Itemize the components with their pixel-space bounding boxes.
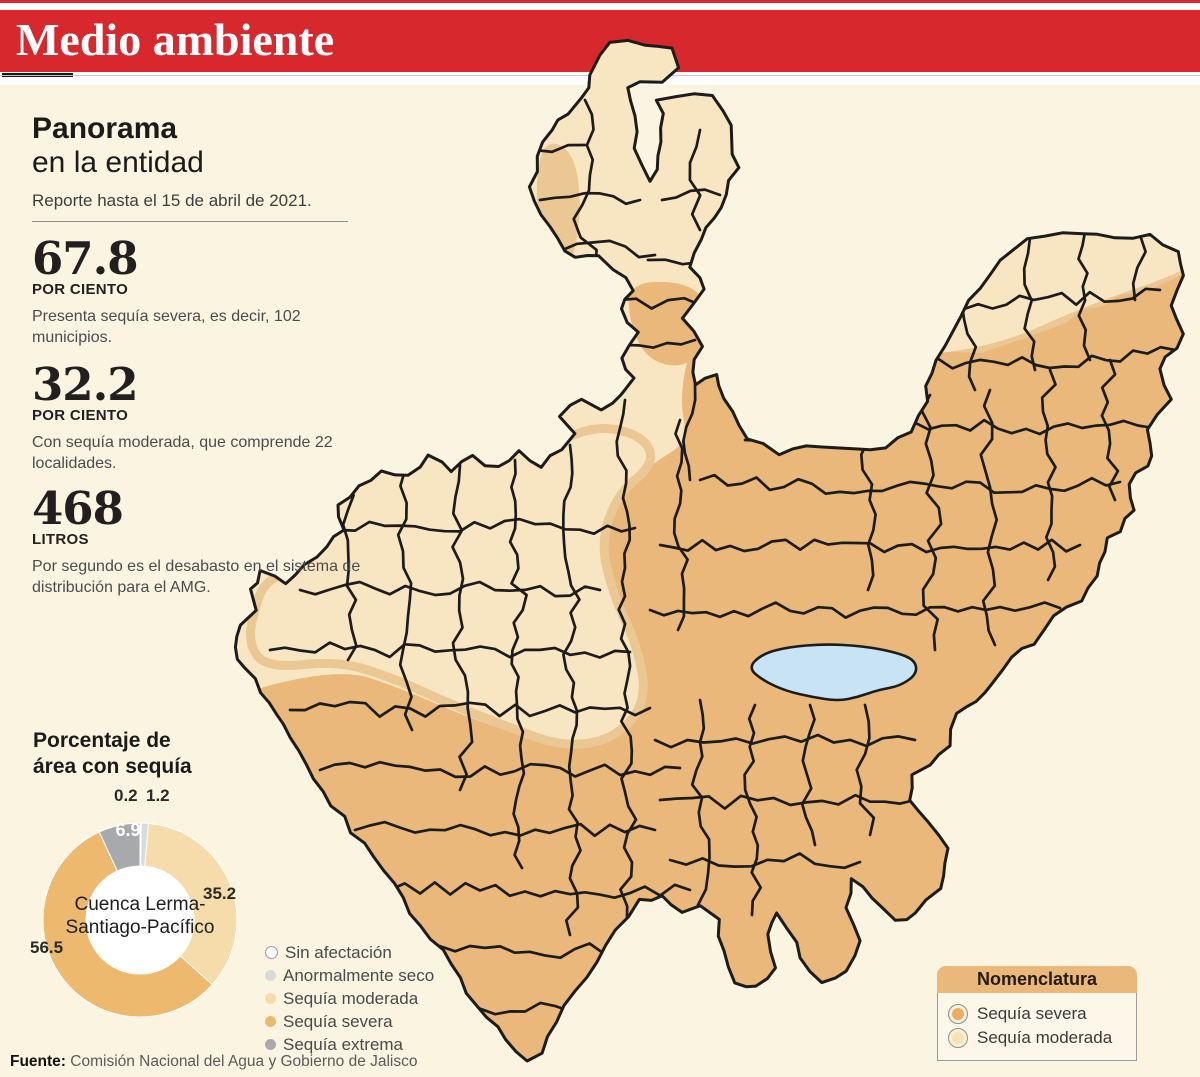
legend-label: Sequía moderada [283, 988, 419, 1008]
stat-desc: Presenta sequía severa, es decir, 102 mu… [32, 308, 301, 347]
slice-label-sin-afectacion: 0.2 [114, 786, 138, 805]
slice-label-extrema: 6.9 [115, 820, 141, 840]
legend-item: Sequía moderada [265, 987, 434, 1010]
map-legend-item-moderada: Sequía moderada [948, 1028, 1126, 1048]
legend-label: Sequía severa [283, 1011, 393, 1031]
stat-block-liters: 468 LITROS Por segundo es el desabasto e… [32, 486, 362, 599]
slice-label-severa: 56.5 [30, 938, 64, 957]
map-legend: Nomenclatura Sequía severa Sequía modera… [937, 966, 1137, 1061]
stat-value: 468 [32, 482, 124, 535]
stat-value: 67.8 [32, 232, 139, 285]
stat-unit: POR CIENTO [32, 281, 129, 298]
stat-value: 32.2 [32, 358, 139, 411]
source-credit: Fuente: Comisión Nacional del Agua y Gob… [10, 1053, 418, 1071]
legend-dot-icon [265, 1039, 276, 1050]
stat-block-severe: 67.8 POR CIENTO Presenta sequía severa, … [32, 236, 327, 349]
stat-desc: Por segundo es el desabasto en el sistem… [32, 558, 361, 597]
legend-label: Sin afectación [285, 942, 392, 962]
section-title: Medio ambiente [16, 14, 335, 65]
source-text: Comisión Nacional del Agua y Gobierno de… [65, 1053, 418, 1070]
map-legend-body: Sequía severa Sequía moderada [937, 993, 1137, 1061]
stat-desc: Con sequía moderada, que comprende 22 lo… [32, 434, 333, 473]
slice-label-moderada: 35.2 [203, 884, 237, 903]
legend-item: Sin afectación [265, 941, 434, 964]
legend-label: Anormalmente seco [283, 965, 435, 985]
legend-dot-icon [265, 993, 276, 1004]
report-note: Reporte hasta el 15 de abril de 2021. [32, 191, 312, 210]
map-legend-item-severa: Sequía severa [948, 1004, 1126, 1024]
legend-item: Sequía extrema [265, 1033, 434, 1056]
top-red-rule [0, 0, 1200, 3]
stat-unit: LITROS [32, 531, 89, 548]
map-legend-title: Nomenclatura [937, 966, 1137, 993]
page-title: Panorama en la entidad [32, 112, 204, 179]
legend-dot-icon [265, 1016, 276, 1027]
stat-unit: POR CIENTO [32, 407, 129, 424]
moderada-swatch-icon [948, 1028, 968, 1048]
legend-item: Sequía severa [265, 1010, 434, 1033]
donut-center-label: Cuenca Lerma- Santiago-Pacífico [65, 894, 215, 939]
jalisco-drought-map [233, 38, 1185, 1063]
slice-label-anormalmente-seco: 1.2 [146, 786, 170, 805]
legend-dot-icon [265, 970, 276, 981]
legend-item: Anormalmente seco [265, 964, 434, 987]
source-label: Fuente: [10, 1053, 66, 1070]
legend-dot-icon [265, 946, 278, 959]
donut-chart-title: Porcentaje de área con sequía [33, 729, 192, 779]
page-title-rest: en la entidad [32, 145, 204, 179]
stat-block-moderate: 32.2 POR CIENTO Con sequía moderada, que… [32, 362, 342, 475]
legend-label: Sequía extrema [283, 1034, 404, 1054]
divider-rule [32, 221, 348, 222]
donut-legend: Sin afectación Anormalmente seco Sequía mo… [265, 941, 434, 1056]
severa-swatch-icon [948, 1004, 968, 1024]
drought-donut-chart [42, 822, 238, 1018]
page-title-bold: Panorama [32, 112, 178, 145]
